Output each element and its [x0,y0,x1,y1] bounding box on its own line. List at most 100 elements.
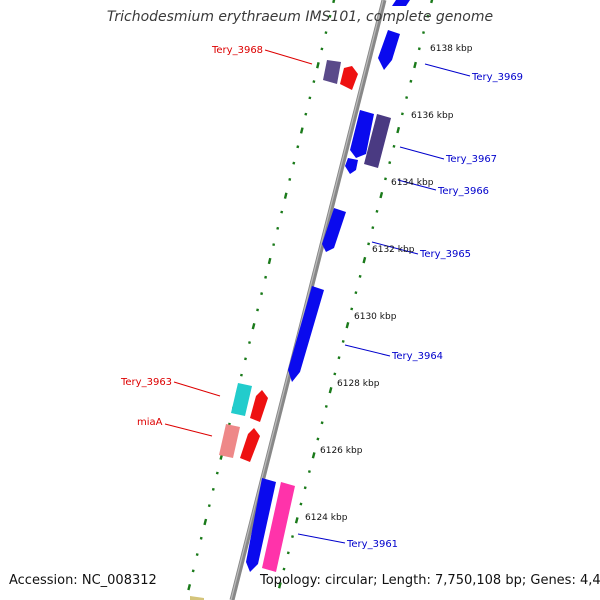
scale-tick [324,31,328,35]
gene-feature-tery-3964[interactable] [288,286,324,382]
tick-track-outer [277,0,434,589]
scale-tick [396,126,401,134]
scale-tick [207,504,211,508]
scale-tick [240,373,243,377]
scale-tick [308,96,312,100]
gene-feature-miaa-orf[interactable] [240,428,260,462]
gene-label-tery-3961[interactable]: Tery_3961 [346,539,398,550]
scale-tick [277,582,282,589]
scale-tick [328,386,333,394]
leader-tery-3969 [424,63,471,77]
scale-tick [294,517,299,524]
scale-tick [337,356,341,360]
scale-tick [316,62,320,69]
scale-tick [384,177,387,181]
scale-tick [264,275,268,279]
leader-tery-3967 [399,146,445,160]
scale-tick [320,47,324,51]
scale-tick [358,274,362,278]
scale-tick [422,31,425,35]
scale-tick [388,161,392,165]
scale-tick [299,127,304,134]
gene-feature-orf-red[interactable] [340,66,358,90]
scale-tick [350,307,354,311]
scale-tick [362,256,367,264]
gene-feature-tery-3967-blue[interactable] [350,110,374,158]
gene-feature-miaa[interactable] [219,424,240,458]
scale-tick [256,308,259,312]
map-title: Trichodesmium erythraeum IMS101, complet… [106,9,494,25]
tick-label-6124: 6124 kbp [305,513,348,523]
gene-feature-tery-3965[interactable] [322,208,346,252]
gene-feature-tery-3963-orf[interactable] [250,390,268,422]
gene-feature-tery-3968[interactable] [323,60,341,84]
gene-feature-tery-3961-pink[interactable] [262,482,295,572]
gene-feature-partial[interactable] [392,0,410,6]
scale-tick [260,292,264,296]
gene-feature-tery-3961[interactable] [246,478,276,572]
scale-tick [296,145,300,149]
gene-feature-partial-bottom[interactable] [190,596,204,600]
tick-label-6128: 6128 kbp [337,379,380,389]
gene-label-tery-3967[interactable]: Tery_3967 [445,154,497,165]
scale-tick [320,421,324,425]
scale-tick [283,192,288,199]
scale-tick [417,47,421,51]
gene-label-tery-3969[interactable]: Tery_3969 [471,72,523,83]
scale-tick [341,339,345,343]
scale-tick [354,291,358,295]
length-label: Length: [381,573,431,588]
scale-tick [211,487,215,491]
scale-tick [392,144,396,148]
scale-tick [311,452,316,459]
gene-feature-tery-3966[interactable] [345,158,358,174]
gene-label-miaa[interactable]: miaA [137,417,163,428]
scale-tick [324,404,328,408]
scale-tick [333,372,337,376]
scale-tick [312,80,316,84]
scale-tick [286,551,290,555]
gene-label-tery-3964[interactable]: Tery_3964 [391,351,443,362]
scale-tick [400,112,404,116]
scale-tick [251,322,256,330]
gene-label-tery-3966[interactable]: Tery_3966 [437,186,489,197]
scale-tick [191,569,195,573]
scale-tick [292,161,296,165]
gene-label-tery-3968[interactable]: Tery_3968 [211,45,263,56]
scale-tick [345,321,350,329]
leader-tery-3961 [297,533,346,544]
leader-tery-3963 [173,381,221,397]
tick-label-6126: 6126 kbp [320,446,363,456]
scale-tick [203,518,208,526]
leader-tery-3968 [264,49,313,65]
tick-track-inner [187,0,336,591]
gene-feature-tery-3963[interactable] [231,383,252,416]
separator: ; [521,573,527,588]
scale-tick [215,471,219,475]
scale-tick [303,486,307,490]
tick-label-6132: 6132 kbp [372,245,415,255]
gene-label-tery-3965[interactable]: Tery_3965 [419,249,471,260]
scale-tick [280,210,284,214]
leader-tery-3964 [344,344,391,357]
scale-tick [430,0,434,4]
gene-feature-tery-3967[interactable] [364,114,391,168]
separator: ; [373,573,378,588]
scale-tick [409,79,413,83]
scale-tick [405,96,409,100]
genome-backbone-highlight [230,0,384,600]
topology-label: Topology: [260,573,321,588]
scale-tick [282,567,286,571]
scale-tick [413,61,417,69]
gene-label-tery-3963[interactable]: Tery_3963 [120,377,172,388]
scale-tick [299,502,303,506]
genes-label: Genes: [530,573,576,588]
length-value: 7,750,108 bp [435,573,522,588]
tick-label-6136: 6136 kbp [411,111,454,121]
accession-label: Accession: [9,573,78,588]
gene-feature-tery-3969[interactable] [378,30,400,70]
scale-tick [371,226,375,230]
leader-tery-3965 [371,241,419,255]
scale-tick [332,0,336,4]
